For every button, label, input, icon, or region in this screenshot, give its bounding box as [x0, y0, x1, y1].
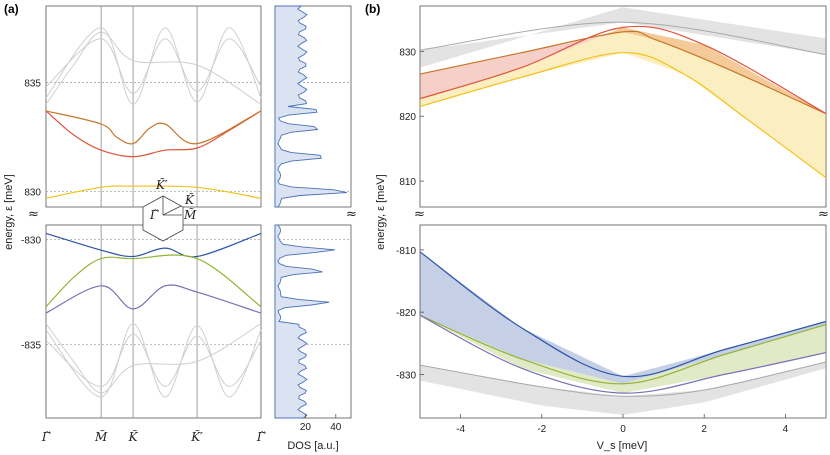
branch-blue [419, 251, 827, 378]
gray-band-lower [420, 362, 826, 415]
dos-curve-upper [274, 5, 347, 208]
y-tick-label: 830 [24, 188, 41, 199]
band-gray-upper [45, 38, 262, 94]
gray-band-upper [420, 7, 826, 68]
branch-purple [419, 314, 827, 394]
band-frame-lower [45, 224, 262, 419]
band-blue [45, 232, 262, 258]
b-x-tick-label: -2 [537, 424, 546, 435]
hexagon-icon [142, 195, 184, 242]
inset-label-k-prime: K̃′ [155, 177, 168, 192]
band-red [45, 110, 262, 158]
path-gamma-k [162, 205, 182, 216]
b-x-tick-label: -4 [456, 424, 465, 435]
band-green [45, 254, 262, 308]
branch-gray-upper [419, 21, 827, 56]
branch-red [419, 25, 827, 115]
b-y-tick-label: -830 [396, 370, 416, 381]
branch-yellow [419, 52, 827, 179]
gap-shade-red [420, 27, 826, 114]
panel-b-xlabel: V_s [meV] [597, 440, 648, 452]
inset-label-m: M̃ [183, 207, 197, 222]
b-y-tick-label: -810 [396, 246, 416, 257]
band-gray-upper [45, 31, 262, 105]
branch-green [419, 314, 827, 385]
k-point-tick-label: M̃ [94, 429, 108, 444]
band-yellow [45, 185, 262, 199]
y-tick-label: 835 [24, 78, 41, 89]
y-tick-label: -830 [21, 236, 41, 247]
voltage-panel: 830 820 810 -810 -820 -830 -4 -2 0 2 4 ≈ ≈ energy… [375, 5, 829, 452]
band-purple [45, 284, 262, 314]
axis-break-symbol-left: ≈ [28, 207, 39, 222]
k-point-tick-label: K̃ [128, 429, 139, 444]
panel-b-ylabel: energy, ε [meV] [375, 174, 387, 250]
brillouin-zone-inset: K̃′ K̃ Γ̃ M̃ [142, 177, 197, 242]
b-y-tick-label: 810 [399, 177, 416, 188]
band-gray-lower [45, 323, 262, 394]
dos-panel: 20 40 DOS [a.u.] ≈ [274, 5, 357, 452]
panel-a-ylabel: energy, ε [meV] [3, 174, 15, 250]
band-orange [45, 110, 262, 145]
axis-break-symbol-b-right: ≈ [818, 207, 829, 222]
dos-xlabel: DOS [a.u.] [287, 440, 338, 452]
band-frame-upper [45, 5, 262, 208]
gap-shade-green [420, 315, 826, 394]
dos-x-tick-label: 40 [330, 422, 342, 433]
b-y-tick-label: -820 [396, 308, 416, 319]
inset-label-k: K̃ [184, 192, 195, 207]
b-x-tick-label: 4 [783, 424, 789, 435]
b-x-tick-label: 2 [701, 424, 707, 435]
gap-shade-yellow [420, 27, 826, 178]
band-gray-lower [45, 323, 262, 398]
b-y-tick-label: 830 [399, 47, 416, 58]
gap-shade-blue [420, 251, 826, 384]
dos-curve-lower [274, 224, 336, 419]
b-x-tick-label: 0 [620, 424, 626, 435]
axis-break-symbol-right: ≈ [346, 207, 357, 222]
dos-x-tick-label: 20 [300, 422, 312, 433]
band-gray-upper [45, 27, 262, 105]
k-point-tick-label: Γ̃ [41, 430, 51, 444]
y-tick-label: -835 [21, 341, 41, 352]
panel-label-b: (b) [365, 2, 380, 16]
band-gray-lower [45, 333, 262, 388]
branch-orange [419, 30, 827, 115]
b-y-tick-label: 820 [399, 112, 416, 123]
panel-label-a: (a) [4, 2, 19, 16]
axis-break-symbol-b-left: ≈ [414, 207, 425, 222]
k-point-tick-label: Γ̃ [256, 430, 266, 444]
branch-gray-lower [419, 361, 827, 397]
inset-label-gamma: Γ̃ [149, 208, 159, 222]
k-point-tick-label: K̃′ [190, 429, 203, 444]
